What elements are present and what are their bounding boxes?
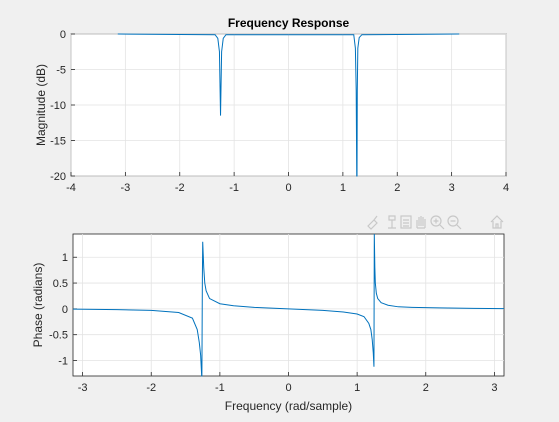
magnitude-y-ticks: 0 -5 -10 -15 -20	[50, 29, 75, 183]
phase-y-tick-label: 0.5	[53, 278, 68, 290]
magnitude-x-tick-label: 1	[340, 182, 346, 194]
magnitude-x-tick-label: -3	[120, 182, 130, 194]
magnitude-y-tick-label: 0	[60, 29, 66, 41]
magnitude-y-tick-label: -15	[50, 136, 66, 148]
home-icon[interactable]	[490, 215, 504, 229]
save-icon[interactable]	[400, 215, 412, 229]
phase-x-tick-label: 0	[285, 382, 291, 394]
phase-x-tick-label: 3	[491, 382, 497, 394]
phase-y-tick-label: 1	[62, 252, 68, 264]
magnitude-plot: -4 -3 -2 -1 0 1 2 3 4 0-5-10-15-20 Frequency Res…	[34, 16, 509, 194]
datatip-icon[interactable]	[388, 215, 396, 229]
phase-y-label: Phase (radians)	[31, 263, 45, 348]
magnitude-x-tick-label: -4	[66, 182, 76, 194]
zoom-out-icon[interactable]	[447, 215, 462, 230]
magnitude-x-tick-label: 3	[449, 182, 455, 194]
brush-icon[interactable]	[367, 215, 378, 230]
phase-y-ticks: 1 0.5 0 -0.5 -1	[49, 252, 77, 368]
magnitude-x-tick-label: 2	[394, 182, 400, 194]
magnitude-y-tick-label: -5	[56, 65, 66, 77]
magnitude-x-tick-label: 4	[503, 182, 509, 194]
axes-toolbar	[367, 215, 504, 230]
phase-y-tick-label: 0	[62, 304, 68, 316]
magnitude-y-tick-label: -10	[50, 100, 66, 112]
magnitude-x-tick-label: -2	[175, 182, 185, 194]
phase-x-tick-label: -1	[215, 382, 225, 394]
phase-y-tick-label: -0.5	[49, 330, 68, 342]
phase-x-label: Frequency (rad/sample)	[225, 399, 352, 413]
pan-icon[interactable]	[416, 216, 426, 229]
magnitude-x-ticks: -4 -3 -2 -1 0 1 2 3 4	[66, 172, 509, 194]
magnitude-x-tick-label: -1	[229, 182, 239, 194]
magnitude-title: Frequency Response	[228, 16, 350, 30]
phase-x-tick-label: -3	[78, 382, 88, 394]
magnitude-y-label: Magnitude (dB)	[34, 64, 48, 146]
phase-x-tick-label: -2	[146, 382, 156, 394]
magnitude-line	[117, 33, 460, 177]
phase-x-tick-label: 2	[423, 382, 429, 394]
phase-x-ticks: -3 -2 -1 0 1 2 3	[78, 372, 497, 394]
magnitude-y-tick-label: -20	[50, 171, 66, 183]
phase-grid	[73, 234, 504, 376]
phase-x-tick-label: 1	[354, 382, 360, 394]
zoom-in-icon[interactable]	[430, 215, 445, 230]
phase-line	[72, 233, 505, 377]
phase-y-tick-label: -1	[58, 356, 68, 368]
magnitude-x-tick-label: 0	[285, 182, 291, 194]
phase-plot: -3 -2 -1 0 1 2 3 1 0.5 0 -0.5 -1 Frequency (rad/sa…	[31, 233, 505, 413]
